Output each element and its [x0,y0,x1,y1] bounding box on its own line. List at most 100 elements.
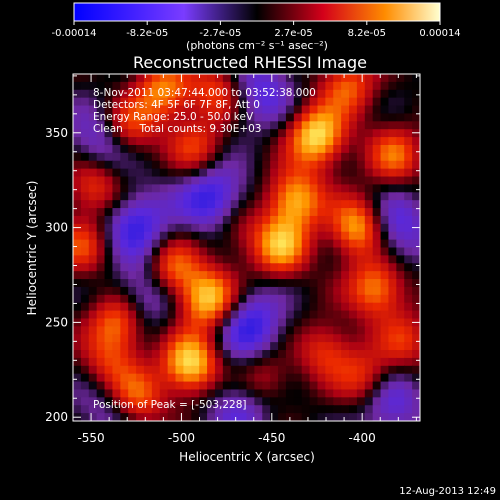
heatmap-cell [412,365,420,375]
heatmap-cell [349,223,358,233]
heatmap-cell [404,263,413,272]
heatmap-cell [183,302,192,312]
heatmap-cell [112,168,121,178]
heatmap-cell [404,405,413,414]
heatmap-cell [396,208,405,217]
heatmap-cell [349,97,358,107]
heatmap-cell [341,137,350,146]
heatmap-cell [222,350,232,359]
heatmap-cell [73,405,82,414]
heatmap-cell [96,200,106,209]
heatmap-cell [301,279,311,288]
heatmap-cell [341,74,350,83]
heatmap-cell [380,113,390,122]
heatmap-cell [136,192,145,201]
colorbar-tick-label: -0.00014 [52,28,97,39]
heatmap-cell [349,105,358,115]
heatmap-cell [372,342,382,351]
heatmap-cell [143,271,153,280]
heatmap-cell [254,89,263,99]
heatmap-cell [167,326,177,335]
heatmap-cell [191,223,200,233]
heatmap-cell [104,74,114,83]
heatmap-cell [136,389,145,398]
heatmap-cell [412,279,420,288]
heatmap-cell [214,105,224,115]
heatmap-cell [151,381,161,391]
heatmap-cell [356,247,366,256]
heatmap-cell [104,318,114,327]
heatmap-cell [238,215,248,225]
heatmap-cell [301,168,311,178]
heatmap-cell [278,89,287,99]
heatmap-cell [254,413,263,421]
heatmap-cell [207,357,216,367]
heatmap-cell [270,192,279,201]
heatmap-cell [73,144,82,154]
heatmap-cell [151,350,161,359]
heatmap-cell [151,137,161,146]
heatmap-cell [175,405,185,414]
heatmap-cell [175,373,185,383]
heatmap-cell [246,318,255,327]
heatmap-cell [112,129,121,138]
heatmap-cell [396,247,405,256]
heatmap-cell [191,200,200,209]
heatmap-cell [356,176,366,186]
heatmap-cell [214,397,224,406]
heatmap-cell [301,81,311,91]
heatmap-cell [380,397,390,406]
heatmap-cell [309,239,319,249]
heatmap-cell [199,137,208,146]
heatmap-cell [396,81,405,91]
heatmap-cell [207,231,216,241]
heatmap-cell [238,223,248,233]
heatmap-cell [270,255,279,264]
heatmap-cell [143,192,153,201]
heatmap-cell [80,334,90,343]
heatmap-cell [270,263,279,272]
x-axis-label: Heliocentric X (arcsec) [179,450,315,464]
heatmap-cell [364,365,374,375]
y-tick-label: 350 [45,126,68,140]
heatmap-cell [104,342,114,351]
heatmap-cell [191,113,200,122]
heatmap-cell [183,168,192,178]
heatmap-cell [191,334,200,343]
heatmap-cell [341,152,350,162]
heatmap-cell [285,81,295,91]
heatmap-cell [404,255,413,264]
heatmap-cell [293,381,303,391]
heatmap-cell [222,81,232,91]
heatmap-cell [191,286,200,296]
heatmap-cell [364,215,374,225]
heatmap-cell [341,121,350,130]
heatmap-cell [238,294,248,304]
heatmap-cell [104,247,114,256]
heatmap-cell [214,255,224,264]
heatmap-cell [364,81,374,91]
heatmap-cell [404,176,413,186]
heatmap-cell [246,350,255,359]
heatmap-cell [317,310,326,320]
heatmap-cell [325,397,334,406]
heatmap-cell [356,137,366,146]
heatmap-cell [364,89,374,99]
heatmap-cell [120,350,129,359]
heatmap-cell [183,413,192,421]
heatmap-cell [230,326,240,335]
heatmap-cell [230,342,240,351]
heatmap-cell [191,397,200,406]
heatmap-cell [293,318,303,327]
heatmap-cell [372,413,382,421]
heatmap-cell [143,263,153,272]
heatmap-cell [309,74,319,83]
heatmap-cell [214,405,224,414]
heatmap-cell [262,294,271,304]
heatmap-cell [238,326,248,335]
heatmap-cell [230,389,240,398]
heatmap-cell [388,350,397,359]
heatmap-cell [143,160,153,170]
heatmap-cell [285,405,295,414]
heatmap-cell [80,310,90,320]
